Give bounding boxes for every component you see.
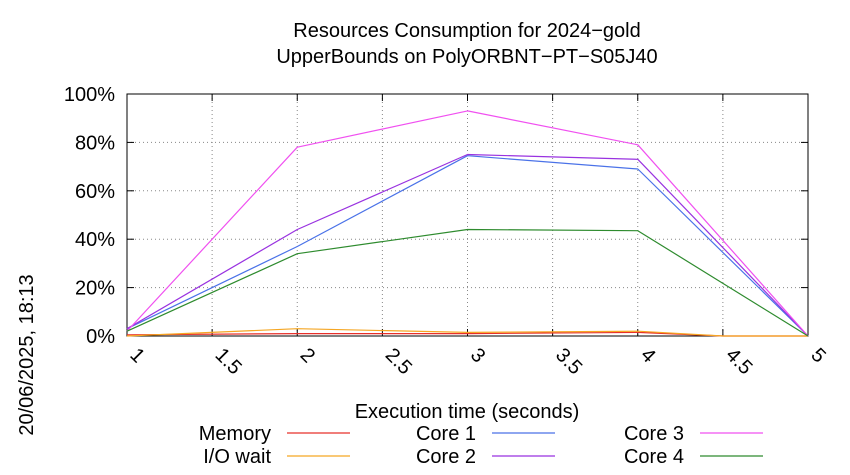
side-timestamp: 20/06/2025, 18:13	[16, 274, 38, 435]
x-tick-label: 1.5	[211, 344, 246, 379]
y-tick-label: 60%	[75, 181, 115, 203]
y-tick-label: 40%	[75, 229, 115, 251]
series-line-core-3	[126, 110, 809, 337]
x-tick-label: 4.5	[721, 344, 756, 379]
series-lines	[126, 110, 809, 337]
y-tick-label: 80%	[75, 132, 115, 154]
legend-label: Core 2	[416, 446, 476, 468]
x-tick-label: 2.5	[381, 344, 416, 379]
legend-label: Core 1	[416, 423, 476, 445]
y-tick-label: 20%	[75, 278, 115, 300]
x-tick-label: 3	[466, 344, 489, 367]
x-tick-label: 5	[806, 344, 829, 367]
series-line-core-4	[126, 228, 809, 337]
chart-title-line-2: UpperBounds on PolyORBNT−PT−S05J40	[276, 46, 657, 68]
x-tick-label: 2	[296, 344, 319, 367]
chart-title-line-1: Resources Consumption for 2024−gold	[293, 20, 640, 42]
grid-layer	[127, 94, 808, 336]
series-line-core-2	[126, 153, 809, 337]
axes	[126, 93, 809, 337]
x-tick-label: 1	[125, 344, 148, 367]
series-line-core-1	[126, 155, 809, 337]
series-line-i-o-wait	[126, 328, 808, 337]
legend-label: Core 4	[624, 446, 684, 468]
legend-label: Core 3	[624, 423, 684, 445]
y-tick-label: 100%	[64, 84, 115, 106]
y-tick-label: 0%	[86, 326, 115, 348]
tick-labels: 0% 20% 40% 60% 80% 100% 1 1.5 2 2.5 3 3.5 4 4.5 5	[64, 84, 830, 379]
x-axis-label: Execution time (seconds)	[355, 401, 580, 423]
x-tick-label: 3.5	[551, 344, 586, 379]
x-tick-label: 4	[636, 344, 659, 367]
legend-label: Memory	[199, 423, 271, 445]
legend-label: I/O wait	[203, 446, 271, 468]
